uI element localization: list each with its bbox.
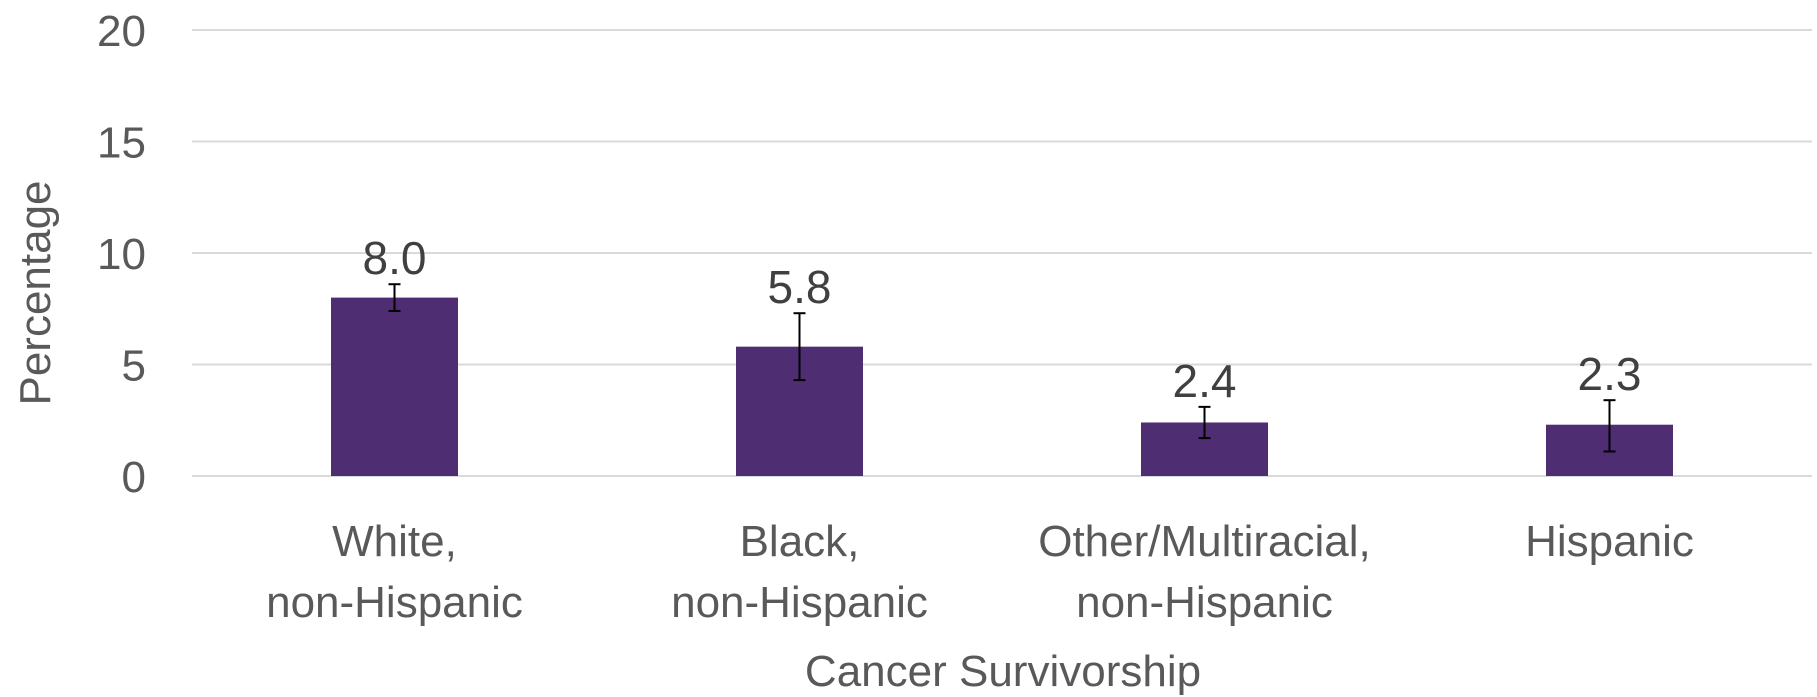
error-bar <box>388 283 401 312</box>
category-label: Black, non-Hispanic <box>671 517 928 627</box>
category-label-line: non-Hispanic <box>671 578 928 627</box>
data-label: 8.0 <box>363 232 427 284</box>
category-label-line: Hispanic <box>1525 517 1694 566</box>
category-label-line: non-Hispanic <box>266 578 523 627</box>
gridlines <box>192 29 1812 477</box>
y-axis-ticks: 0 5 10 15 20 <box>97 7 146 502</box>
y-axis-title: Percentage <box>11 180 60 405</box>
data-label: 5.8 <box>768 261 832 313</box>
category-label-line: Other/Multiracial, <box>1038 517 1371 566</box>
error-bar <box>793 312 806 382</box>
category-label: Other/Multiracial, non-Hispanic <box>1038 517 1371 627</box>
error-bar <box>1603 399 1616 453</box>
category-label-line: Black, <box>740 517 860 566</box>
bar <box>331 297 458 476</box>
data-label: 2.3 <box>1578 348 1642 400</box>
data-label: 2.4 <box>1173 355 1237 407</box>
bars <box>331 297 1673 476</box>
category-label: Hispanic <box>1525 517 1694 566</box>
y-tick-label: 15 <box>97 119 146 168</box>
y-tick-label: 0 <box>122 453 146 502</box>
x-axis-title: Cancer Survivorship <box>805 647 1201 696</box>
y-tick-label: 10 <box>97 230 146 279</box>
data-labels: 8.0 5.8 2.4 2.3 <box>363 232 1642 407</box>
category-label: White, non-Hispanic <box>266 517 523 627</box>
error-bar <box>1198 405 1211 440</box>
y-tick-label: 5 <box>122 342 146 391</box>
category-label-line: White, <box>332 517 457 566</box>
y-tick-label: 20 <box>97 7 146 56</box>
error-bars <box>388 283 1616 453</box>
category-label-line: non-Hispanic <box>1076 578 1333 627</box>
